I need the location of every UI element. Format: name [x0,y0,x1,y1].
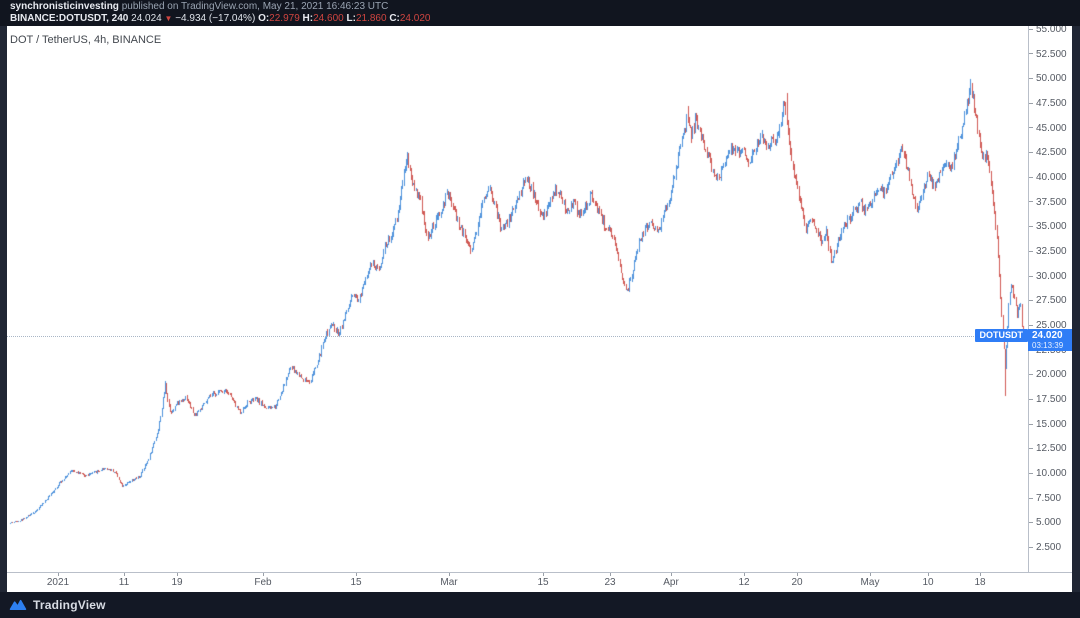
close-label: C: [389,13,400,24]
publisher-row: synchronisticinvesting published on Trad… [10,1,1080,13]
price-tick-label: 5.000 [1029,518,1073,528]
price-tick-label: 35.000 [1029,222,1073,232]
low-value: 21.860 [355,13,387,24]
symbol-price-flag[interactable]: DOTUSDT [974,329,1028,342]
time-tick-label: Feb [254,577,272,588]
time-tick-mark [928,573,929,576]
price-tick-label: 45.000 [1029,123,1073,134]
symbol-info-row: BINANCE:DOTUSDT, 240 24.024 ▼ −4.934 (−1… [10,13,1080,25]
time-tick-mark [980,573,981,576]
time-tick-mark [177,573,178,576]
time-tick-mark [356,573,357,576]
time-tick-mark [543,573,544,576]
bar-countdown-timer: 03:13:39 [1032,341,1064,350]
open-value: 22.979 [269,13,300,24]
chart-area: DOT / TetherUS, 4h, BINANCE DOTUSDT 24.0… [0,24,1080,592]
price-tick-label: 15.000 [1029,419,1073,430]
time-tick-mark [744,573,745,576]
chart-legend-title[interactable]: DOT / TetherUS, 4h, BINANCE [10,34,162,46]
snapshot-header: synchronisticinvesting published on Trad… [0,0,1080,26]
time-tick-mark [797,573,798,576]
price-tick-label: 10.000 [1029,469,1073,479]
time-tick-mark [449,573,450,576]
down-arrow-icon: ▼ [164,14,173,23]
price-tick-label: 42.500 [1029,148,1073,158]
price-tick-label: 47.500 [1029,98,1073,109]
time-tick-label: 12 [738,577,750,588]
price-tick-label: 50.000 [1029,74,1073,84]
last-price-axis-label[interactable]: 24.020 03:13:39 [1028,329,1072,351]
price-axis[interactable]: 55.000 52.500 50.000 47.500 45.000 42.500 40.0… [1028,24,1073,572]
time-tick-label: May [860,577,880,588]
time-tick-label: 23 [604,577,616,588]
price-tick-label: 37.500 [1029,197,1073,208]
time-tick-label: Mar [440,577,458,588]
time-tick-label: 18 [974,577,986,588]
time-tick-label: 19 [171,577,183,588]
candlestick-chart-canvas[interactable] [7,26,1028,572]
last-price-value: 24.020 [1032,330,1063,341]
low-label: L: [346,13,356,24]
time-tick-label: 2021 [46,577,70,588]
price-tick-label: 7.500 [1029,493,1073,504]
price-tick-label: 12.500 [1029,444,1073,454]
time-tick-mark [124,573,125,576]
price-tick-label: 27.500 [1029,296,1073,306]
footer-bar: TradingView [0,592,1080,618]
time-tick-label: 20 [791,577,803,588]
price-tick-label: 52.500 [1029,49,1073,60]
published-info: published on TradingView.com, May 21, 20… [118,1,389,12]
time-axis[interactable]: 2021 11 19 Feb 15 Mar 15 23 Apr 12 20 May 10 18 [0,572,1072,592]
last-price: 24.024 [131,13,162,24]
price-tick-label: 17.500 [1029,394,1073,405]
high-label: H: [302,13,314,24]
symbol-name: BINANCE:DOTUSDT, 240 [10,13,129,24]
high-value: 24.600 [313,13,344,24]
time-tick-mark [671,573,672,576]
time-tick-label: Apr [663,577,679,588]
time-tick-mark [870,573,871,576]
price-tick-label: 2.500 [1029,543,1073,553]
open-label: O: [258,13,270,24]
publisher-name: synchronisticinvesting [10,1,119,12]
left-edge-strip [0,26,7,592]
brand-name[interactable]: TradingView [33,598,106,612]
time-tick-mark [58,573,59,576]
price-tick-label: 20.000 [1029,370,1073,380]
time-tick-label: 15 [350,577,362,588]
price-tick-label: 40.000 [1029,172,1073,183]
last-price-dotted-line [0,336,978,337]
close-value: 24.020 [399,13,431,24]
time-tick-mark [610,573,611,576]
right-edge-strip [1072,26,1080,592]
time-tick-label: 11 [118,577,130,588]
time-tick-label: 15 [537,577,549,588]
price-tick-label: 30.000 [1029,271,1073,282]
time-tick-label: 10 [922,577,934,588]
time-tick-mark [263,573,264,576]
tradingview-logo-icon[interactable] [9,599,27,612]
price-tick-label: 55.000 [1029,24,1073,35]
price-tick-label: 32.500 [1029,246,1073,257]
price-tick-label: 25.000 [1029,320,1073,331]
price-change: −4.934 (−17.04%) [175,13,256,24]
